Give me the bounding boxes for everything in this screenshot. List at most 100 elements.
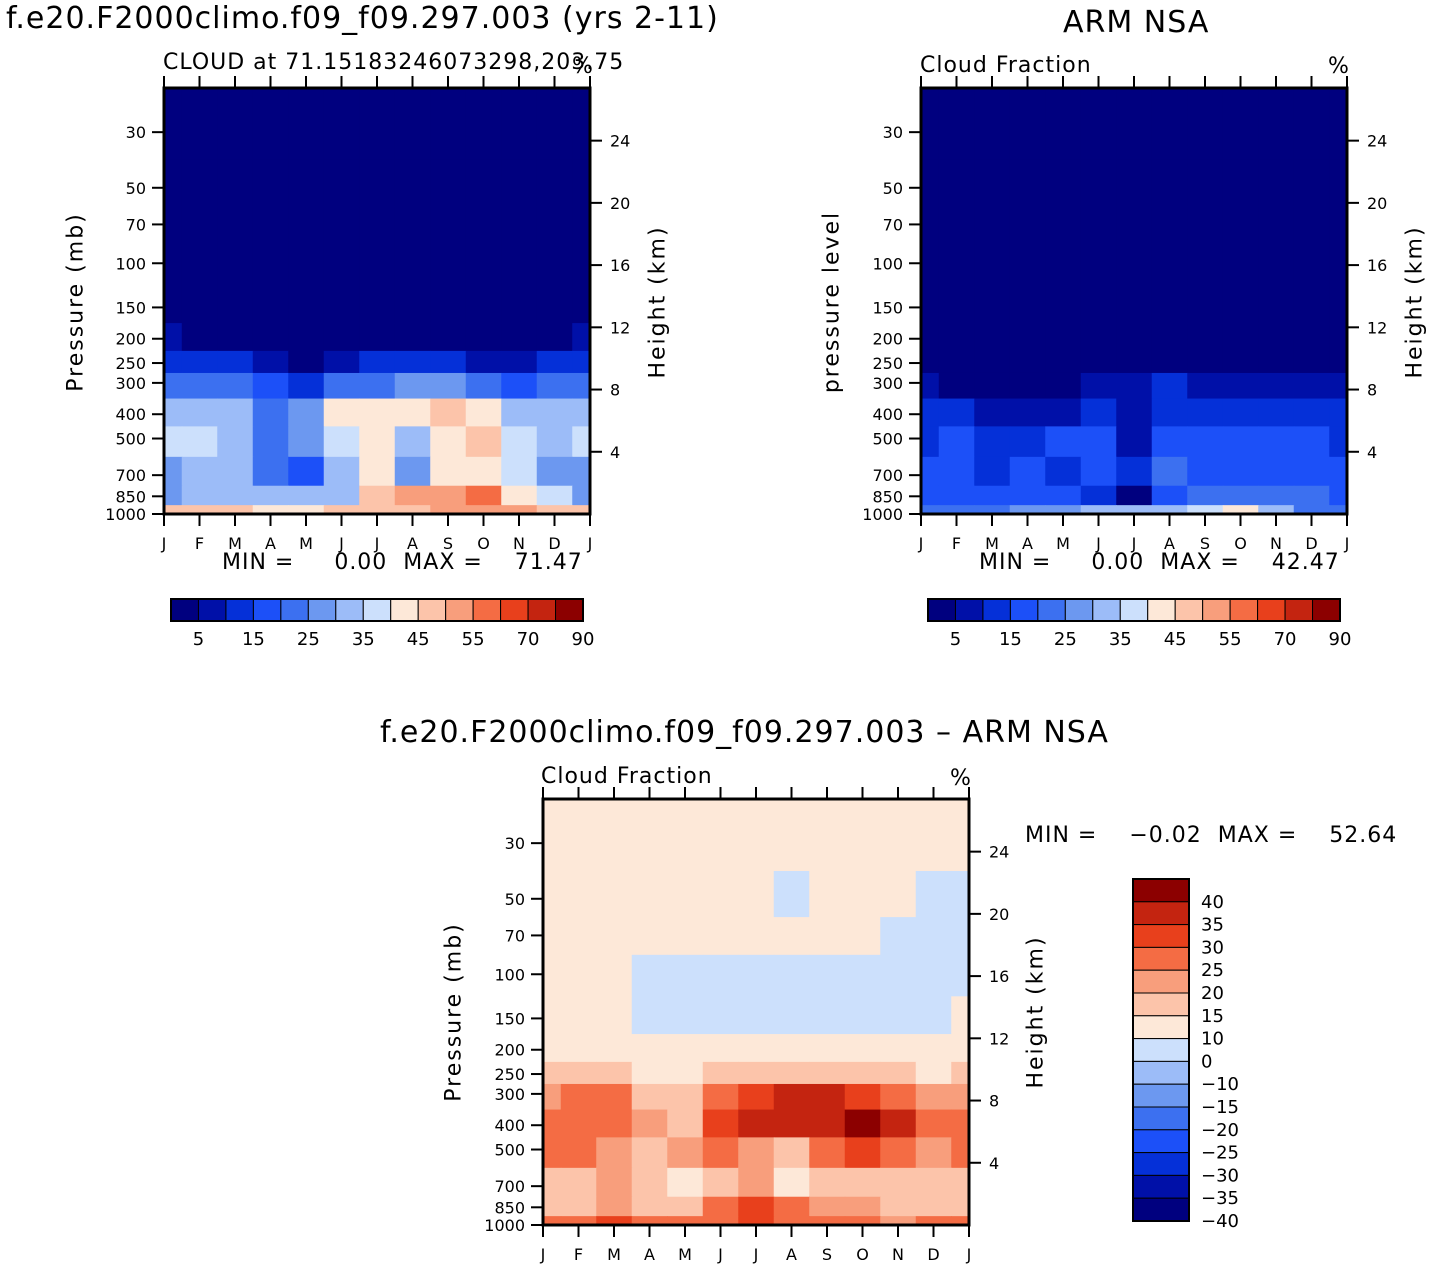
top-right-cell: [1009, 285, 1046, 324]
bottom-cell: [738, 1083, 775, 1111]
bottom-colorbar-swatch: [1132, 1060, 1190, 1085]
top-left-cell: [536, 159, 573, 207]
top-left-cell: [501, 372, 538, 400]
top-left-xtick-label: F: [195, 534, 204, 553]
bottom-cell: [773, 799, 810, 872]
bottom-cell: [915, 954, 952, 997]
top-left-ytick-label: 70: [126, 215, 146, 234]
top-right-cell: [1222, 350, 1259, 374]
top-left-cell: [536, 285, 573, 324]
top-right-xtick-label: J: [1344, 534, 1350, 553]
top-left-cell: [323, 88, 360, 161]
bottom-cell: [702, 1196, 739, 1217]
top-left-ytick-label: 500: [115, 430, 146, 449]
top-left-cell: [359, 426, 396, 458]
top-left-cell: [430, 159, 467, 207]
top-right-cell: [1045, 350, 1082, 374]
bottom-cell: [631, 870, 668, 918]
top-left-cell: [465, 426, 502, 458]
top-right-cell: [1329, 285, 1348, 324]
top-left-cell: [536, 426, 573, 458]
top-right-cell: [1045, 285, 1082, 324]
bottom-cell: [915, 1137, 952, 1169]
top-left-cell: [572, 456, 591, 487]
top-left-cell: [465, 398, 502, 427]
top-left-colorbar-swatch: [362, 598, 392, 622]
bottom-colorbar-swatch: [1132, 901, 1190, 926]
top-left-colorbar-label: 25: [297, 629, 320, 650]
bottom-cell: [880, 1167, 917, 1198]
bottom-cell: [880, 1083, 917, 1111]
top-left-cell: [323, 398, 360, 427]
bottom-cell: [560, 954, 597, 997]
top-left-colorbar-swatch: [555, 598, 584, 622]
bottom-cell: [915, 996, 952, 1035]
top-right-cell: [1080, 426, 1117, 458]
bottom-cell: [951, 1109, 970, 1138]
top-left-cell: [572, 485, 591, 506]
bottom-cell: [844, 1083, 881, 1111]
bottom-cell: [738, 1109, 775, 1138]
top-right-cell: [1329, 398, 1348, 427]
bottom-cell: [844, 870, 881, 918]
top-right-cell: [1151, 505, 1188, 515]
top-right-cell: [1187, 398, 1224, 427]
top-right-cell: [921, 159, 940, 207]
top-left-cell: [323, 243, 360, 286]
bottom-cell: [738, 799, 775, 872]
bottom-colorbar-swatch: [1132, 992, 1190, 1017]
bottom-cell: [738, 996, 775, 1035]
top-right-cell: [1045, 372, 1082, 400]
top-right-cell: [1045, 398, 1082, 427]
top-left-cell: [164, 485, 183, 506]
top-left-cell: [394, 372, 431, 400]
bottom-cell: [773, 1083, 810, 1111]
top-right-cell: [1293, 88, 1330, 161]
top-right-ytick-right-label: 16: [1367, 256, 1387, 275]
top-right-xtick-label: A: [1022, 534, 1033, 553]
top-right-cell: [921, 206, 940, 245]
top-left-xtick-label: J: [338, 534, 344, 553]
top-left-cell: [181, 243, 218, 286]
bottom-stats: MIN = −0.02 MAX = 52.64: [1025, 823, 1398, 848]
top-right-cell: [1258, 426, 1295, 458]
bottom-ytick-right-label: 8: [989, 1092, 999, 1111]
bottom-cell: [880, 870, 917, 918]
top-right-ytick-label: 150: [872, 298, 903, 317]
bottom-colorbar-swatch: [1132, 1083, 1190, 1108]
top-left-cell: [181, 206, 218, 245]
top-left-colorbar-swatch: [472, 598, 502, 622]
bottom-cell: [915, 1196, 952, 1217]
bottom-cell: [543, 1061, 562, 1085]
bottom-cell: [915, 917, 952, 956]
top-left-ytick-right-label: 24: [610, 132, 630, 151]
bottom-colorbar-label: −30: [1201, 1165, 1239, 1186]
top-left-ytick-label: 850: [115, 487, 146, 506]
top-right-cell: [1258, 88, 1295, 161]
top-left-cell: [288, 159, 325, 207]
top-left-cell: [501, 456, 538, 487]
top-right-cell: [1222, 159, 1259, 207]
bottom-cell: [880, 917, 917, 956]
top-right-left-string: Cloud Fraction: [920, 53, 1092, 78]
bottom-cell: [667, 917, 704, 956]
top-right-cell: [1187, 88, 1224, 161]
top-right-cell: [938, 485, 975, 506]
bottom-cell: [773, 996, 810, 1035]
top-left-cell: [181, 285, 218, 324]
bottom-cell: [951, 1137, 970, 1169]
bottom-cell: [773, 917, 810, 956]
top-left-cell: [323, 372, 360, 400]
top-right-cell: [1329, 485, 1348, 506]
top-right-xtick-label: J: [918, 534, 924, 553]
top-right-colorbar-label: 15: [999, 629, 1022, 650]
top-left-cell: [430, 485, 467, 506]
top-left-cell: [572, 159, 591, 207]
top-left-cell: [217, 426, 254, 458]
top-left-cell: [465, 88, 502, 161]
top-right-cell: [1151, 285, 1188, 324]
top-left-cell: [572, 372, 591, 400]
top-right-colorbar-label: 70: [1274, 629, 1297, 650]
top-right-cell: [1009, 456, 1046, 487]
bottom-cell: [667, 870, 704, 918]
